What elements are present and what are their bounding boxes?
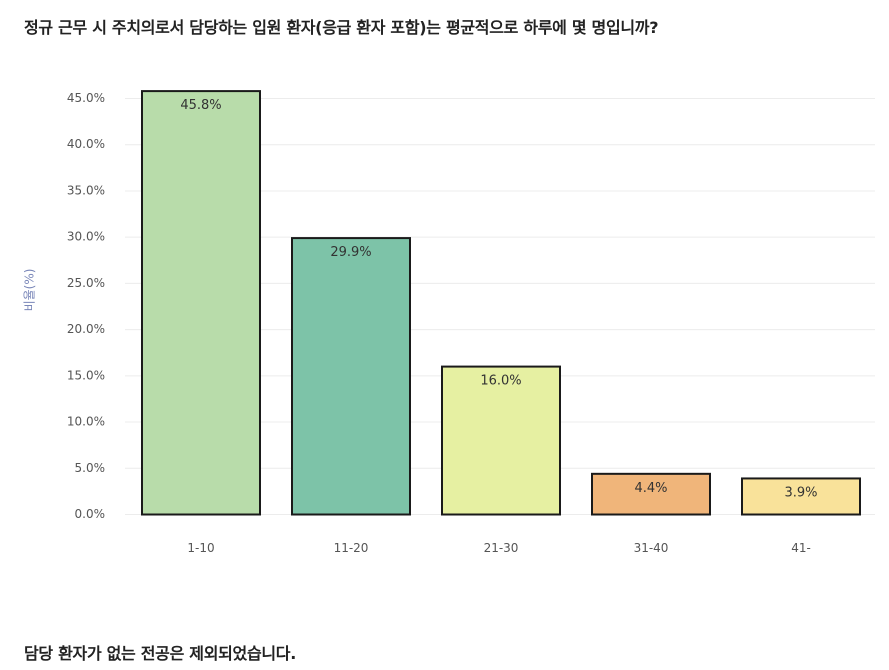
- x-tick-label: 31-40: [634, 541, 669, 555]
- bar-21-30: [441, 365, 561, 516]
- chart-title: 정규 근무 시 주치의로서 담당하는 입원 환자(응급 환자 포함)는 평균적으…: [24, 18, 659, 37]
- y-axis-label: 비율(%): [23, 269, 37, 312]
- x-tick-label: 11-20: [334, 541, 369, 555]
- bar-31-40: [591, 472, 711, 516]
- y-tick-label: 35.0%: [67, 183, 105, 197]
- data-label: 29.9%: [330, 245, 371, 260]
- y-tick-label: 25.0%: [67, 276, 105, 290]
- y-tick-label: 20.0%: [67, 322, 105, 336]
- y-tick-label: 5.0%: [75, 461, 106, 475]
- y-tick-label: 10.0%: [67, 415, 105, 429]
- data-label: 16.0%: [480, 374, 521, 389]
- data-label: 4.4%: [634, 481, 667, 496]
- x-tick-label: 1-10: [187, 541, 214, 555]
- data-label: 3.9%: [784, 485, 817, 500]
- bars: [141, 90, 861, 516]
- bar-chart: 0.0% 5.0% 10.0% 15.0% 20.0% 25.0% 30.0% 35.0% 40…: [23, 90, 875, 555]
- y-axis-ticks: 0.0% 5.0% 10.0% 15.0% 20.0% 25.0% 30.0% 35.0% 40…: [67, 91, 105, 521]
- y-tick-label: 0.0%: [75, 507, 106, 521]
- data-labels: 45.8% 29.9% 16.0% 4.4% 3.9%: [180, 98, 817, 500]
- y-tick-label: 45.0%: [67, 91, 105, 105]
- y-tick-label: 15.0%: [67, 368, 105, 382]
- y-tick-label: 40.0%: [67, 137, 105, 151]
- x-tick-label: 41-: [791, 541, 811, 555]
- x-tick-label: 21-30: [484, 541, 519, 555]
- bar-1-10: [141, 90, 261, 516]
- footnote: 담당 환자가 없는 전공은 제외되었습니다.: [24, 644, 297, 663]
- bar-41-: [741, 477, 861, 516]
- bar-11-20: [291, 237, 411, 516]
- y-tick-label: 30.0%: [67, 230, 105, 244]
- data-label: 45.8%: [180, 98, 221, 113]
- x-axis-ticks: 1-10 11-20 21-30 31-40 41-: [187, 541, 810, 555]
